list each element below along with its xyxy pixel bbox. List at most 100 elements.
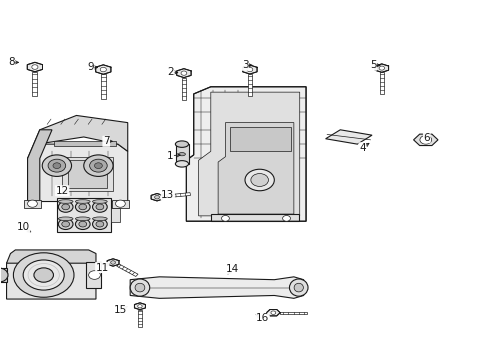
Circle shape: [79, 204, 87, 210]
Circle shape: [53, 163, 61, 168]
Circle shape: [420, 135, 432, 144]
Polygon shape: [27, 144, 128, 202]
Text: 1: 1: [167, 150, 173, 161]
Polygon shape: [62, 157, 113, 192]
Polygon shape: [375, 64, 389, 72]
Ellipse shape: [178, 153, 185, 156]
Circle shape: [48, 159, 66, 172]
Ellipse shape: [135, 283, 145, 292]
Circle shape: [245, 169, 274, 191]
Circle shape: [75, 202, 90, 212]
Circle shape: [221, 216, 229, 221]
Polygon shape: [86, 262, 101, 288]
Text: 6: 6: [423, 133, 430, 143]
Circle shape: [111, 261, 116, 264]
Circle shape: [283, 216, 291, 221]
Circle shape: [34, 268, 53, 282]
Text: 16: 16: [256, 314, 269, 323]
Polygon shape: [243, 65, 257, 74]
Ellipse shape: [175, 161, 189, 167]
Ellipse shape: [130, 279, 150, 296]
Ellipse shape: [58, 217, 73, 221]
Polygon shape: [101, 74, 106, 99]
Circle shape: [93, 219, 107, 229]
Circle shape: [32, 65, 38, 69]
Circle shape: [84, 155, 113, 176]
Circle shape: [27, 200, 37, 207]
Ellipse shape: [290, 279, 308, 296]
Circle shape: [181, 71, 187, 75]
Circle shape: [58, 219, 73, 229]
Polygon shape: [134, 303, 146, 310]
Circle shape: [95, 163, 102, 168]
Polygon shape: [177, 69, 191, 78]
Polygon shape: [198, 92, 300, 216]
Polygon shape: [414, 134, 438, 145]
Ellipse shape: [75, 200, 90, 203]
Text: 11: 11: [96, 262, 109, 273]
Text: 10: 10: [17, 222, 30, 232]
Text: 8: 8: [8, 57, 15, 67]
Ellipse shape: [93, 200, 107, 203]
Text: 5: 5: [369, 60, 376, 70]
Polygon shape: [111, 208, 121, 222]
Text: 9: 9: [87, 62, 94, 72]
Polygon shape: [175, 144, 189, 164]
Ellipse shape: [175, 141, 189, 147]
Text: 12: 12: [56, 186, 69, 196]
Ellipse shape: [75, 217, 90, 221]
Text: 2: 2: [168, 67, 174, 77]
Circle shape: [75, 219, 90, 229]
Text: 14: 14: [226, 264, 239, 274]
Circle shape: [251, 174, 269, 186]
Circle shape: [93, 202, 107, 212]
Polygon shape: [267, 310, 280, 316]
Circle shape: [138, 305, 142, 308]
Polygon shape: [24, 200, 41, 208]
Polygon shape: [151, 194, 163, 201]
Text: 15: 15: [114, 305, 127, 315]
Text: 7: 7: [103, 136, 110, 146]
Polygon shape: [211, 214, 299, 221]
Circle shape: [62, 204, 70, 210]
Circle shape: [116, 200, 125, 207]
Circle shape: [96, 221, 104, 227]
Polygon shape: [138, 310, 142, 327]
Polygon shape: [107, 259, 119, 266]
Circle shape: [79, 221, 87, 227]
Ellipse shape: [58, 200, 73, 203]
Polygon shape: [96, 65, 111, 74]
Circle shape: [271, 311, 276, 314]
Circle shape: [42, 155, 72, 176]
Polygon shape: [218, 123, 294, 214]
Circle shape: [100, 67, 106, 72]
Polygon shape: [32, 72, 37, 96]
Circle shape: [247, 67, 253, 72]
Circle shape: [90, 159, 107, 172]
Circle shape: [155, 195, 159, 199]
Circle shape: [23, 260, 64, 290]
Polygon shape: [247, 74, 252, 96]
Text: 4: 4: [359, 143, 366, 153]
Polygon shape: [230, 127, 292, 151]
Polygon shape: [112, 200, 129, 208]
Text: 13: 13: [161, 190, 174, 200]
Polygon shape: [164, 193, 191, 198]
Ellipse shape: [93, 217, 107, 221]
Circle shape: [96, 204, 104, 210]
Polygon shape: [6, 250, 96, 263]
Polygon shape: [117, 264, 138, 276]
Circle shape: [0, 268, 8, 282]
Polygon shape: [130, 277, 304, 298]
Circle shape: [89, 271, 100, 279]
Circle shape: [58, 202, 73, 212]
Polygon shape: [27, 130, 52, 202]
Ellipse shape: [294, 283, 303, 292]
Polygon shape: [27, 116, 128, 158]
Circle shape: [62, 221, 70, 227]
Polygon shape: [57, 198, 111, 232]
Polygon shape: [6, 257, 96, 299]
Polygon shape: [54, 140, 116, 146]
Polygon shape: [280, 312, 307, 314]
Polygon shape: [182, 78, 186, 100]
